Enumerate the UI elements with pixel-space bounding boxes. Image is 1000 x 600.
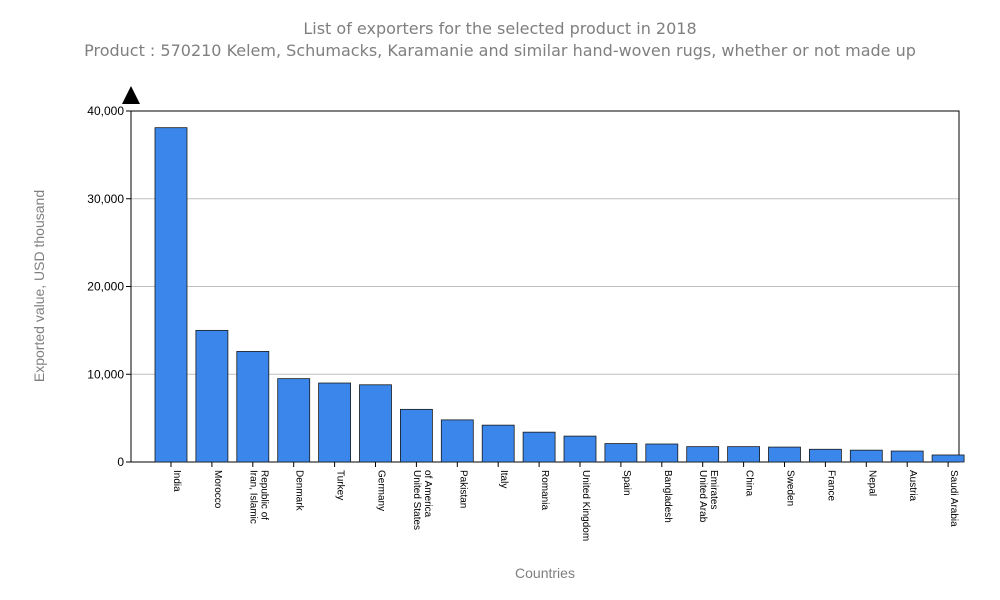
x-tick-label: Nepal bbox=[866, 470, 877, 496]
bar bbox=[768, 446, 801, 463]
x-tick-label: Saudi Arabia bbox=[948, 470, 959, 527]
bar bbox=[890, 450, 924, 463]
x-tick-label: Romania bbox=[539, 470, 550, 510]
x-tick-label: Pakistan bbox=[457, 470, 468, 508]
x-tick-label: Bangladesh bbox=[662, 470, 673, 523]
y-axis-arrow-icon bbox=[122, 86, 140, 104]
bar bbox=[399, 408, 433, 463]
x-tick-label: China bbox=[744, 470, 755, 497]
x-tick-label: Spain bbox=[621, 470, 632, 496]
y-axis-ticks: 0 10,000 20,000 30,000 40,000 bbox=[87, 104, 131, 469]
bar bbox=[277, 378, 311, 463]
y-tick-label: 30,000 bbox=[87, 192, 124, 206]
x-tick-label: Sweden bbox=[785, 470, 796, 506]
bar bbox=[931, 454, 965, 463]
bars bbox=[154, 127, 965, 463]
grid-lines bbox=[131, 198, 959, 375]
x-tick-label: United Kingdom bbox=[580, 470, 591, 541]
bar bbox=[481, 424, 515, 463]
bar bbox=[604, 443, 638, 463]
x-tick-label: United Statesof America bbox=[411, 470, 433, 530]
bar bbox=[522, 431, 556, 463]
y-tick-label: 0 bbox=[117, 455, 124, 469]
x-tick-label: Denmark bbox=[294, 470, 305, 512]
y-tick-label: 40,000 bbox=[87, 104, 124, 118]
x-tick-label: Turkey bbox=[335, 470, 346, 500]
y-tick-label: 20,000 bbox=[87, 280, 124, 294]
x-tick-label: Iran, IslamicRepublic of bbox=[247, 470, 269, 524]
x-tick-label: United ArabEmirates bbox=[697, 470, 719, 523]
x-tick-label: Italy bbox=[498, 470, 509, 488]
bar bbox=[686, 446, 720, 463]
bar bbox=[727, 446, 760, 463]
y-axis-label: Exported value, USD thousand bbox=[31, 190, 47, 382]
x-tick-label: France bbox=[825, 470, 836, 502]
y-tick-label: 10,000 bbox=[87, 367, 124, 381]
bar bbox=[645, 443, 679, 463]
bar bbox=[849, 449, 883, 463]
x-tick-label: Austria bbox=[907, 470, 918, 502]
bar bbox=[563, 435, 597, 463]
bar bbox=[236, 351, 270, 463]
bar bbox=[318, 382, 352, 463]
bar bbox=[154, 127, 188, 463]
x-tick-label: India bbox=[171, 470, 182, 492]
x-axis-ticks: India Morocco Iran, IslamicRepublic of Denm… bbox=[170, 462, 959, 541]
bar bbox=[440, 419, 474, 463]
bar bbox=[195, 329, 229, 463]
x-axis-label: Countries bbox=[515, 565, 575, 581]
x-tick-label: Morocco bbox=[212, 470, 223, 509]
chart-subtitle: Product : 570210 Kelem, Schumacks, Karam… bbox=[84, 41, 916, 60]
bar bbox=[359, 384, 392, 463]
x-tick-label: Germany bbox=[376, 470, 387, 511]
bar bbox=[809, 448, 842, 463]
chart-title: List of exporters for the selected produ… bbox=[303, 19, 697, 38]
